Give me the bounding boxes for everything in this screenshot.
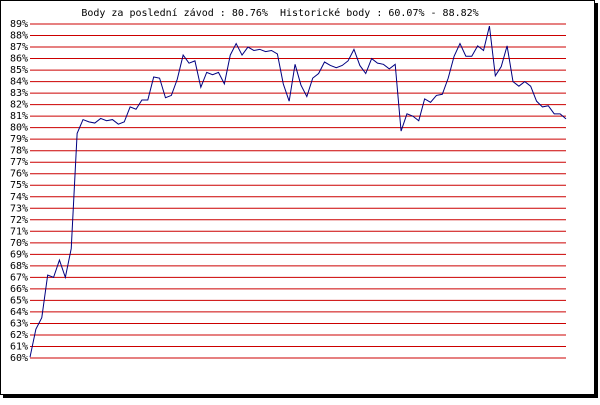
y-tick-label: 69% (10, 249, 28, 260)
y-tick-label: 61% (10, 341, 28, 352)
y-tick-label: 70% (10, 238, 28, 249)
y-tick-label: 75% (10, 180, 28, 191)
y-tick-label: 85% (10, 65, 28, 76)
y-tick-label: 72% (10, 215, 28, 226)
y-tick-label: 80% (10, 123, 28, 134)
y-tick-label: 76% (10, 169, 28, 180)
y-tick-label: 84% (10, 77, 28, 88)
y-tick-label: 67% (10, 272, 28, 283)
y-tick-label: 81% (10, 111, 28, 122)
frame (0, 0, 595, 395)
y-tick-label: 71% (10, 226, 28, 237)
y-tick-label: 88% (10, 31, 28, 42)
y-tick-label: 74% (10, 192, 28, 203)
y-tick-label: 68% (10, 261, 28, 272)
y-tick-label: 66% (10, 284, 28, 295)
y-tick-label: 79% (10, 134, 28, 145)
y-tick-label: 82% (10, 100, 28, 111)
y-tick-label: 78% (10, 146, 28, 157)
y-tick-label: 87% (10, 42, 28, 53)
y-tick-label: 64% (10, 307, 28, 318)
y-tick-label: 77% (10, 157, 28, 168)
y-tick-label: 60% (10, 353, 28, 364)
y-tick-label: 86% (10, 54, 28, 65)
y-tick-label: 65% (10, 295, 28, 306)
y-tick-label: 73% (10, 203, 28, 214)
chart-title: Body za poslední závod : 80.76% Historic… (81, 7, 478, 19)
y-tick-label: 83% (10, 88, 28, 99)
y-tick-label: 89% (10, 19, 28, 30)
y-tick-label: 63% (10, 318, 28, 329)
data-line (29, 25, 567, 358)
y-tick-label: 62% (10, 330, 28, 341)
